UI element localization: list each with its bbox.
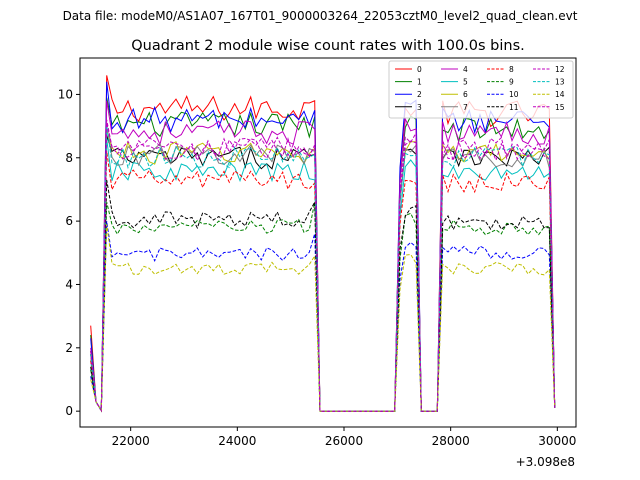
legend-label-7: 7 <box>463 103 468 112</box>
legend-label-0: 0 <box>417 65 422 74</box>
legend-label-10: 10 <box>509 90 519 99</box>
x-tick-label: 26000 <box>325 434 363 448</box>
y-tick-label: 4 <box>65 277 73 291</box>
legend-label-9: 9 <box>509 78 514 87</box>
plot-area <box>79 57 577 428</box>
series-line-0 <box>90 75 556 413</box>
data-file-suptitle: Data file: modeM0/AS1A07_167T01_90000032… <box>63 9 578 23</box>
y-tick-label: 8 <box>65 151 73 165</box>
x-offset-label: +3.098e8 <box>516 455 575 469</box>
x-tick-label: 24000 <box>218 434 256 448</box>
series-line-15 <box>90 122 556 413</box>
legend-label-3: 3 <box>417 103 422 112</box>
x-tick-label: 22000 <box>112 434 150 448</box>
legend-label-2: 2 <box>417 90 422 99</box>
series-line-10 <box>90 221 556 413</box>
legend-label-12: 12 <box>555 65 565 74</box>
legend-label-1: 1 <box>417 78 422 87</box>
series-line-7 <box>90 126 556 413</box>
legend-label-5: 5 <box>463 78 468 87</box>
series-line-2 <box>90 81 556 413</box>
legend-label-4: 4 <box>463 65 468 74</box>
y-tick-label: 0 <box>65 404 73 418</box>
series-line-5 <box>90 138 556 413</box>
series-line-13 <box>90 126 556 413</box>
legend-label-15: 15 <box>555 103 565 112</box>
chart-title: Quadrant 2 module wise count rates with … <box>131 38 525 54</box>
legend-label-14: 14 <box>555 90 565 99</box>
x-axis: 22000 24000 26000 28000 30000 <box>112 427 576 448</box>
series-line-3 <box>90 135 556 413</box>
y-tick-label: 10 <box>58 87 73 101</box>
y-axis: 0 2 4 6 8 10 <box>58 87 80 418</box>
legend-frame <box>388 60 574 119</box>
series-line-6 <box>90 129 556 413</box>
series-line-9 <box>90 201 556 413</box>
x-tick-label: 28000 <box>432 434 470 448</box>
series-layer <box>90 75 556 413</box>
x-tick-label: 30000 <box>538 434 576 448</box>
legend-label-11: 11 <box>509 103 519 112</box>
series-line-14 <box>90 224 556 413</box>
y-tick-label: 2 <box>65 341 73 355</box>
legend-label-8: 8 <box>509 65 514 74</box>
series-line-12 <box>90 119 556 413</box>
axes-frame <box>79 57 577 428</box>
series-line-8 <box>90 151 556 413</box>
y-tick-label: 6 <box>65 214 73 228</box>
legend-label-13: 13 <box>555 78 565 87</box>
series-line-11 <box>90 179 556 413</box>
legend-label-6: 6 <box>463 90 468 99</box>
